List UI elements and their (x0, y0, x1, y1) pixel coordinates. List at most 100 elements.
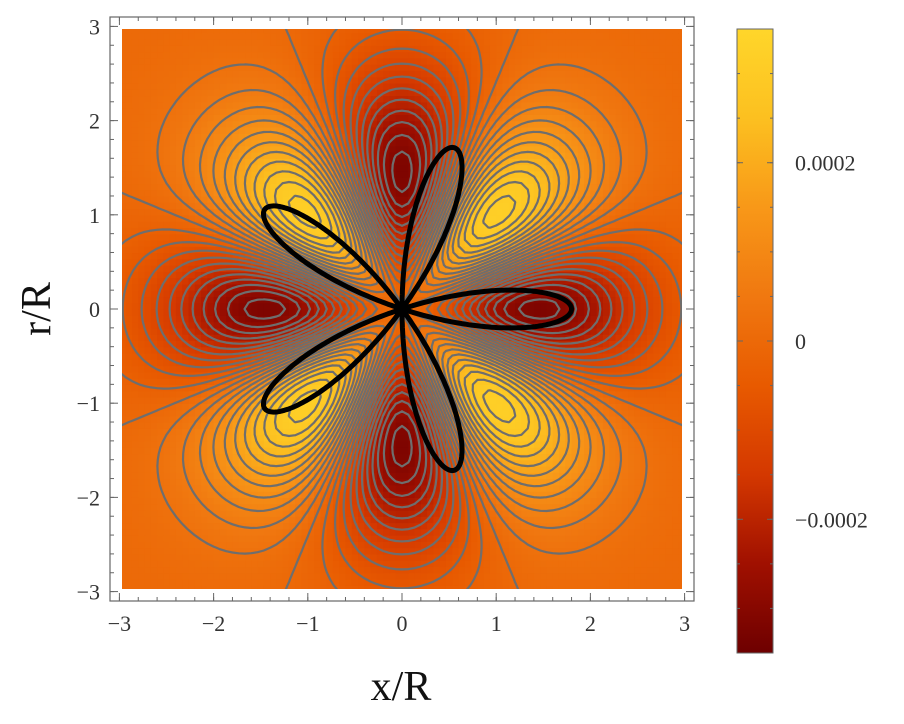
heatmap-cell (590, 509, 598, 517)
heatmap-cell (577, 491, 585, 498)
heatmap-cell (131, 560, 139, 568)
heatmap-cell (395, 384, 403, 392)
heatmap-cell (533, 528, 541, 536)
heatmap-cell (238, 390, 246, 398)
heatmap-cell (602, 478, 610, 486)
heatmap-cell (540, 415, 548, 423)
heatmap-cell (332, 560, 340, 568)
heatmap-cell (194, 547, 202, 555)
heatmap-cell (263, 447, 271, 455)
heatmap-cell (226, 579, 234, 586)
heatmap-cell (672, 365, 679, 373)
heatmap-cell (672, 290, 679, 298)
heatmap-cell (678, 503, 682, 511)
heatmap-cell (270, 547, 278, 555)
heatmap-cell (213, 535, 221, 542)
heatmap-cell (295, 541, 303, 549)
heatmap-cell (332, 516, 340, 524)
heatmap-cell (182, 403, 190, 411)
heatmap-cell (634, 390, 642, 398)
heatmap-cell (169, 434, 177, 442)
heatmap-cell (320, 403, 328, 411)
heatmap-cell (609, 503, 617, 511)
heatmap-cell (546, 478, 554, 486)
heatmap-cell (201, 560, 208, 568)
heatmap-cell (207, 453, 215, 461)
heatmap-cell (471, 509, 478, 517)
heatmap-cell (251, 465, 259, 473)
heatmap-cell (245, 553, 252, 561)
heatmap-cell (665, 541, 673, 549)
heatmap-cell (226, 403, 234, 411)
heatmap-cell (219, 528, 227, 536)
heatmap-cell (270, 302, 278, 310)
heatmap-cell (169, 409, 177, 417)
heatmap-cell (263, 579, 271, 586)
heatmap-cell (351, 579, 359, 586)
heatmap-cell (609, 547, 617, 555)
heatmap-cell (175, 459, 183, 467)
heatmap-cell (634, 434, 642, 442)
heatmap-cell (527, 396, 535, 404)
heatmap-cell (439, 440, 447, 448)
heatmap-cell (339, 378, 347, 385)
heatmap-cell (628, 396, 635, 404)
heatmap-cell (326, 453, 334, 461)
heatmap-cell (546, 434, 554, 442)
heatmap-cell (150, 572, 158, 580)
heatmap-cell (621, 434, 629, 442)
heatmap-cell (665, 553, 673, 561)
heatmap-cell (295, 390, 303, 398)
heatmap-cell (584, 553, 591, 561)
heatmap-cell (477, 465, 485, 473)
heatmap-cell (464, 428, 472, 436)
heatmap-cell (138, 516, 146, 524)
heatmap-cell (445, 409, 453, 417)
heatmap-cell (678, 352, 682, 360)
heatmap-cell (489, 396, 497, 404)
heatmap-cell (672, 516, 679, 524)
heatmap-cell (307, 560, 315, 568)
heatmap-cell (665, 447, 673, 455)
heatmap-cell (420, 459, 428, 467)
heatmap-cell (621, 447, 629, 455)
heatmap-cell (615, 484, 623, 492)
heatmap-cell (207, 447, 215, 455)
heatmap-cell (238, 315, 246, 323)
heatmap-cell (383, 459, 391, 467)
heatmap-cell (339, 422, 347, 429)
heatmap-cell (615, 422, 623, 429)
heatmap-cell (232, 491, 240, 498)
heatmap-cell (188, 453, 196, 461)
heatmap-cell (295, 415, 303, 423)
heatmap-cell (653, 434, 661, 442)
heatmap-cell (169, 277, 177, 285)
heatmap-cell (646, 428, 654, 436)
heatmap-cell (182, 503, 190, 511)
heatmap-cell (370, 453, 378, 461)
heatmap-cell (163, 516, 171, 524)
heatmap-cell (452, 535, 460, 542)
heatmap-cell (659, 271, 667, 279)
heatmap-cell (646, 371, 654, 379)
heatmap-cell (125, 503, 133, 511)
heatmap-cell (138, 528, 146, 536)
heatmap-cell (577, 465, 585, 473)
heatmap-cell (665, 309, 673, 316)
heatmap-cell (219, 522, 227, 530)
heatmap-cell (345, 579, 353, 586)
heatmap-cell (122, 384, 127, 392)
heatmap-cell (276, 384, 284, 392)
heatmap-cell (163, 428, 171, 436)
heatmap-cell (508, 396, 516, 404)
heatmap-cell (251, 440, 259, 448)
heatmap-cell (634, 265, 642, 272)
heatmap-cell (339, 428, 347, 436)
heatmap-cell (307, 390, 315, 398)
heatmap-cell (175, 566, 183, 574)
heatmap-cell (634, 283, 642, 291)
heatmap-cell (219, 566, 227, 574)
heatmap-cell (546, 415, 554, 423)
heatmap-cell (402, 428, 409, 436)
heatmap-cell (646, 447, 654, 455)
